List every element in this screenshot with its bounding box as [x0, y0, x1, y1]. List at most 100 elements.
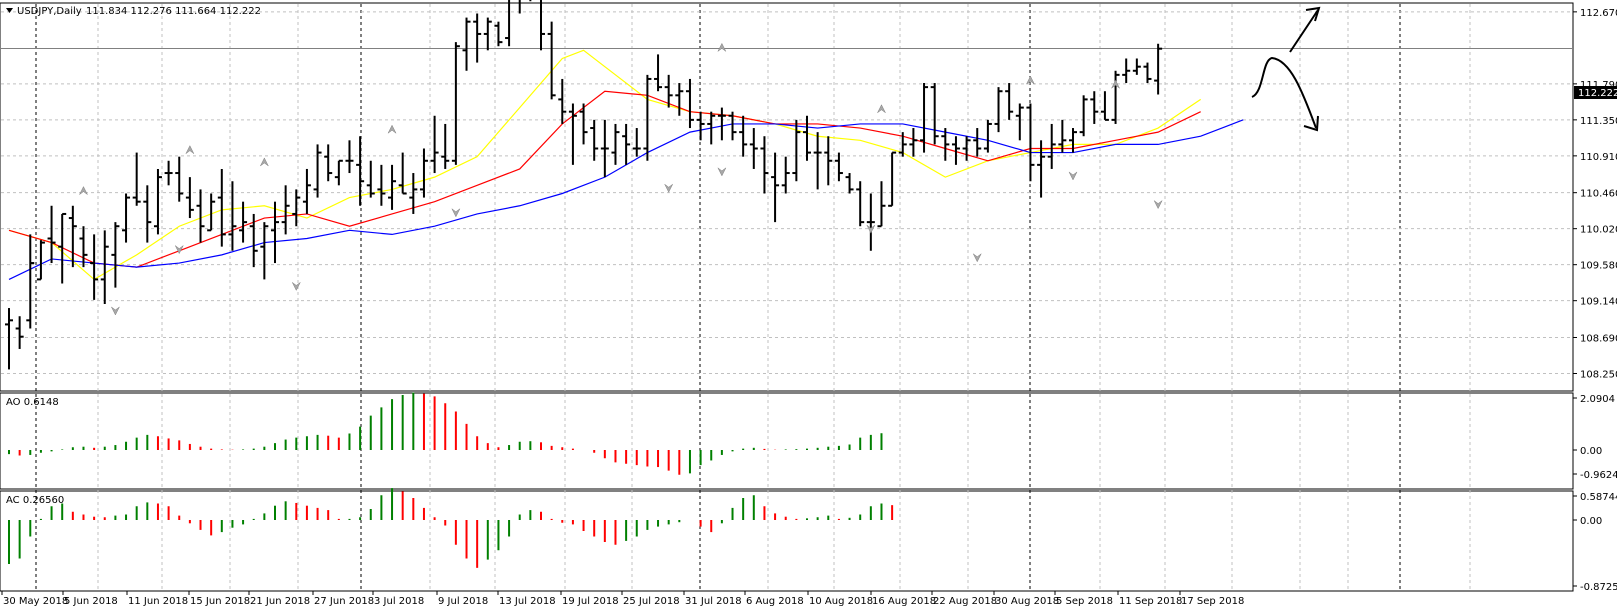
time-tick: 22 Aug 2018	[933, 596, 997, 607]
ohlc-bar	[1058, 119, 1067, 153]
ao-tick: -0.9624	[1580, 470, 1617, 481]
dropdown-triangle-icon[interactable]	[6, 8, 13, 13]
time-tick: 16 Aug 2018	[872, 596, 936, 607]
ma-slow-line	[8, 119, 1244, 280]
moving-averages	[8, 49, 1244, 281]
time-tick: 19 Jul 2018	[562, 596, 619, 607]
ohlc-bar	[675, 83, 684, 116]
ohlc-bar	[292, 189, 301, 227]
ohlc-bar	[462, 17, 471, 71]
price-tick: 111.790	[1580, 80, 1617, 91]
ohlc-bar	[1047, 123, 1056, 169]
time-tick: 25 Jul 2018	[623, 596, 680, 607]
ohlc-bar	[228, 181, 237, 251]
ohlc-bar	[1026, 103, 1035, 182]
ohlc-bar	[930, 83, 939, 145]
price-tick: 109.140	[1580, 297, 1617, 308]
forecast-arrows	[1251, 6, 1321, 132]
fractal-down-icon	[717, 167, 727, 177]
ohlc-bar	[79, 226, 88, 268]
forecast-down-arrow-head	[1303, 115, 1319, 132]
ohlc-bar	[398, 152, 407, 195]
ohlc-bar	[1111, 70, 1120, 124]
ohlc-bar	[643, 74, 652, 161]
ohlc-bar	[1090, 91, 1099, 124]
ohlc-bar	[540, 0, 545, 51]
ohlc-bar	[366, 160, 375, 198]
fractal-down-icon	[1153, 200, 1163, 210]
fractal-up-icon	[79, 186, 88, 195]
ohlc-bar	[324, 144, 333, 182]
ohlc-bar	[143, 185, 152, 243]
fractal-down-icon	[973, 253, 982, 263]
time-tick: 30 Aug 2018	[995, 596, 1059, 607]
ohlc-bar	[473, 13, 482, 63]
ohlc-bar	[207, 193, 216, 232]
fractal-up-icon	[717, 42, 727, 52]
ohlc-bar	[611, 123, 620, 165]
ohlc-bar	[856, 181, 865, 227]
ohlc-bar	[302, 168, 311, 214]
ohlc-bar	[1100, 91, 1109, 121]
ohlc-bar	[654, 54, 663, 92]
price-tick: 110.460	[1580, 189, 1617, 200]
forecast-up-arrow-head	[1305, 6, 1321, 22]
fractal-down-icon	[1068, 171, 1078, 181]
ohlc-bar	[685, 78, 694, 129]
ao-panel-frame	[0, 392, 1574, 490]
ohlc-bar	[345, 140, 354, 174]
ohlc-bar	[994, 87, 1003, 133]
time-tick: 11 Sep 2018	[1119, 596, 1182, 607]
ohlc-bar	[824, 136, 833, 186]
ohlc-values: 111.834 112.276 111.664 112.222	[86, 6, 261, 17]
ohlc-bar	[132, 152, 141, 206]
ohlc-bar	[760, 136, 769, 194]
ohlc-bar	[717, 107, 726, 141]
ohlc-bar	[217, 168, 226, 247]
ohlc-bar	[664, 74, 673, 108]
ohlc-bar	[239, 201, 248, 243]
ohlc-bar	[898, 132, 907, 157]
ohlc-bar	[68, 205, 77, 268]
time-tick: 6 Aug 2018	[746, 596, 804, 607]
fractal-down-icon	[866, 224, 876, 234]
ohlc-bar	[111, 222, 120, 288]
time-tick: 5 Jun 2018	[64, 596, 118, 607]
ohlc-bar	[973, 128, 982, 157]
ohlc-bar	[962, 136, 971, 161]
ohlc-bar	[36, 240, 45, 281]
ohlc-bar	[888, 151, 897, 207]
time-tick: 15 Jun 2018	[190, 596, 250, 607]
price-tick: 110.910	[1580, 152, 1617, 163]
forecast-curve	[1251, 56, 1317, 129]
fractal-down-icon	[111, 306, 120, 316]
ma-fast-line	[8, 49, 1202, 281]
ao-axis: 2.0904 0.00 -0.9624	[1573, 394, 1617, 481]
fractal-down-icon	[664, 184, 673, 193]
ohlc-bar	[749, 128, 758, 169]
ac-axis: 0.58744 0.00 -0.87259	[1573, 492, 1617, 593]
time-tick: 10 Aug 2018	[809, 596, 873, 607]
ohlc-bar	[920, 83, 929, 153]
ohlc-bar	[781, 156, 790, 194]
price-tick: 109.580	[1580, 261, 1617, 272]
fractal-up-icon	[185, 145, 195, 154]
ohlc-bar	[5, 308, 13, 370]
ohlc-bar	[90, 234, 99, 300]
ohlc-bar	[419, 148, 428, 198]
symbol-label: USDJPY,Daily	[17, 6, 82, 17]
ohlc-bar	[518, 0, 521, 14]
ohlc-bar	[313, 144, 322, 198]
ohlc-bar	[1122, 58, 1131, 84]
ac-panel-frame	[0, 490, 1574, 592]
ohlc-bar	[58, 212, 67, 284]
ohlc-bar	[739, 115, 748, 157]
ac-label: AC 0.26560	[6, 495, 64, 506]
price-tick: 110.020	[1580, 225, 1617, 236]
fractal-up-icon	[877, 104, 886, 113]
ohlc-bar	[1069, 128, 1077, 153]
ac-tick: 0.58744	[1580, 492, 1617, 503]
ohlc-bar	[728, 111, 737, 141]
